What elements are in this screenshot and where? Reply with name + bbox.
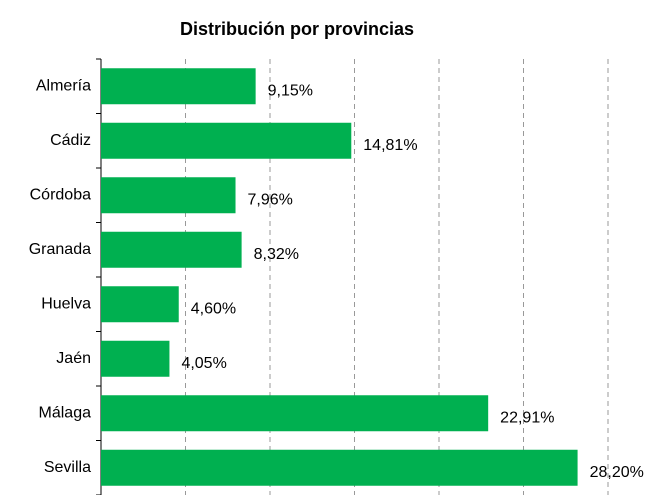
y-tick-label: Córdoba bbox=[30, 186, 91, 203]
data-label: 28,20% bbox=[590, 464, 644, 481]
bar bbox=[101, 68, 256, 105]
data-label: 8,32% bbox=[254, 246, 299, 263]
bar bbox=[101, 177, 236, 214]
y-tick-label: Almería bbox=[36, 77, 91, 94]
bar bbox=[101, 449, 578, 486]
bar bbox=[101, 340, 170, 377]
chart-title: Distribución por provincias bbox=[180, 19, 414, 39]
bar bbox=[101, 286, 179, 323]
data-label: 4,60% bbox=[191, 300, 236, 317]
data-label: 22,91% bbox=[500, 409, 554, 426]
bar bbox=[101, 122, 352, 159]
data-label: 4,05% bbox=[181, 355, 226, 372]
y-tick-label: Granada bbox=[29, 241, 91, 258]
y-tick-label: Jaén bbox=[56, 350, 91, 367]
bar bbox=[101, 395, 489, 432]
y-tick-label: Sevilla bbox=[44, 459, 91, 476]
data-label: 7,96% bbox=[248, 191, 293, 208]
y-tick-label: Málaga bbox=[39, 404, 92, 421]
data-label: 9,15% bbox=[268, 82, 313, 99]
bar bbox=[101, 231, 242, 268]
y-tick-label: Huelva bbox=[41, 295, 91, 312]
y-tick-label: Cádiz bbox=[50, 132, 91, 149]
data-label: 14,81% bbox=[363, 137, 417, 154]
